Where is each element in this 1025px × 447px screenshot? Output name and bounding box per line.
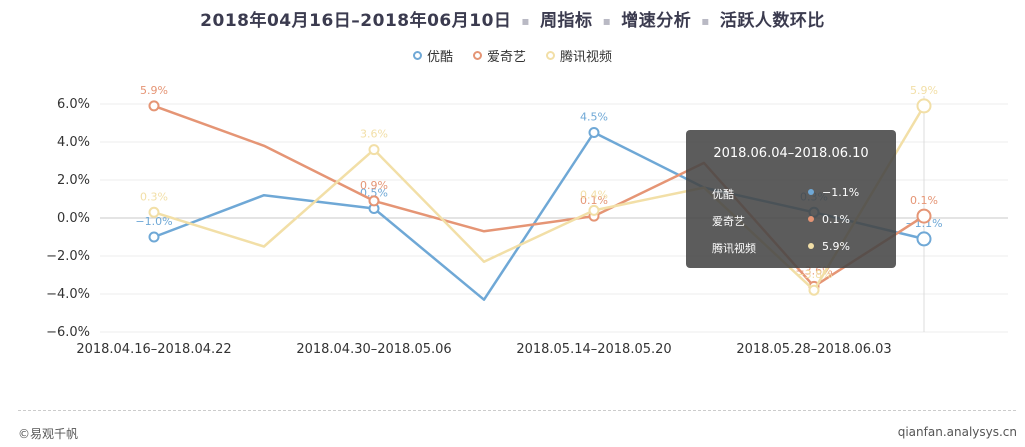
footer-divider	[18, 410, 1016, 411]
tooltip-title: 2018.06.04–2018.06.10	[713, 146, 869, 161]
x-tick-label: 2018.05.14–2018.05.20	[516, 342, 671, 357]
data-point	[808, 284, 820, 296]
data-point	[916, 208, 932, 224]
legend-marker-icon	[546, 51, 555, 60]
data-label: 5.9%	[910, 84, 938, 97]
legend-label: 优酷	[426, 50, 453, 65]
y-tick-label: −4.0%	[46, 287, 90, 302]
x-tick-label: 2018.04.30–2018.05.06	[296, 342, 451, 357]
y-tick-label: 4.0%	[57, 135, 90, 150]
tooltip-row: 腾讯视频 5.9%	[712, 240, 872, 256]
data-label: 0.1%	[910, 194, 938, 207]
legend-item-iqiyi[interactable]: 爱奇艺	[472, 46, 526, 65]
title-date-range: 2018年04月16日–2018年06月10日	[200, 11, 512, 31]
tooltip-series-name: 优酷	[712, 188, 734, 201]
tooltip-row: 爱奇艺 0.1%	[712, 213, 872, 229]
data-point	[368, 195, 380, 207]
tooltip-row: 优酷 −1.1%	[712, 186, 872, 202]
series-line	[153, 105, 926, 292]
data-label: 0.1%	[580, 194, 608, 207]
legend-label: 腾讯视频	[560, 50, 613, 65]
legend-marker-icon	[472, 51, 482, 60]
legend-label: 爱奇艺	[486, 50, 526, 65]
data-label: 0.4%	[580, 188, 608, 201]
series-dot-icon	[808, 189, 814, 195]
y-tick-label: −2.0%	[46, 249, 90, 264]
title-metric: 周指标	[540, 11, 593, 31]
title-subject: 活跃人数环比	[719, 11, 825, 31]
footer-site: qianfan.analysys.cn	[897, 425, 1017, 439]
title-separator: ▪	[602, 14, 612, 28]
x-tick-label: 2018.04.16–2018.04.22	[76, 342, 231, 357]
data-label: 4.5%	[580, 111, 608, 124]
x-tick-label: 2018.05.28–2018.06.03	[736, 342, 891, 357]
data-label: 0.3%	[140, 190, 168, 203]
y-tick-label: −6.0%	[46, 325, 90, 340]
data-point	[368, 144, 380, 156]
data-point	[588, 127, 600, 138]
data-point	[148, 100, 160, 112]
data-label: 0.9%	[360, 179, 388, 192]
data-label: −3.8%	[795, 268, 832, 281]
data-point	[588, 204, 600, 216]
tooltip-series-name: 爱奇艺	[712, 215, 745, 228]
y-tick-label: 0.0%	[57, 211, 90, 226]
legend-marker-icon	[412, 51, 422, 60]
series-dot-icon	[808, 216, 814, 222]
tooltip-series-value: −1.1%	[822, 186, 860, 199]
tooltip: 2018.06.04–2018.06.10 优酷 −1.1% 爱奇艺 0.1% …	[686, 130, 896, 268]
chart-title: 2018年04月16日–2018年06月10日 ▪ 周指标 ▪ 增速分析 ▪ 活跃人数环比	[0, 6, 1025, 31]
title-analysis: 增速分析	[621, 11, 692, 31]
tooltip-series-name: 腾讯视频	[712, 242, 756, 255]
y-tick-label: 6.0%	[57, 97, 90, 112]
data-point	[148, 231, 160, 243]
title-separator: ▪	[521, 14, 531, 28]
data-label: 5.9%	[140, 84, 168, 97]
footer-copyright: ©易观千帆	[18, 427, 79, 441]
title-separator: ▪	[701, 14, 710, 28]
data-label: 3.6%	[360, 128, 388, 141]
chart-legend: 优酷 爱奇艺 腾讯视频	[0, 46, 1025, 65]
series-dot-icon	[808, 243, 814, 249]
data-point	[916, 231, 932, 247]
data-point	[148, 206, 160, 218]
data-point	[916, 98, 932, 114]
legend-item-tencent[interactable]: 腾讯视频	[546, 46, 612, 65]
tooltip-series-value: 0.1%	[822, 213, 850, 226]
legend-item-youku[interactable]: 优酷	[412, 46, 453, 65]
data-label: −1.0%	[135, 215, 172, 228]
y-tick-label: 2.0%	[57, 173, 90, 188]
tooltip-series-value: 5.9%	[822, 240, 850, 253]
